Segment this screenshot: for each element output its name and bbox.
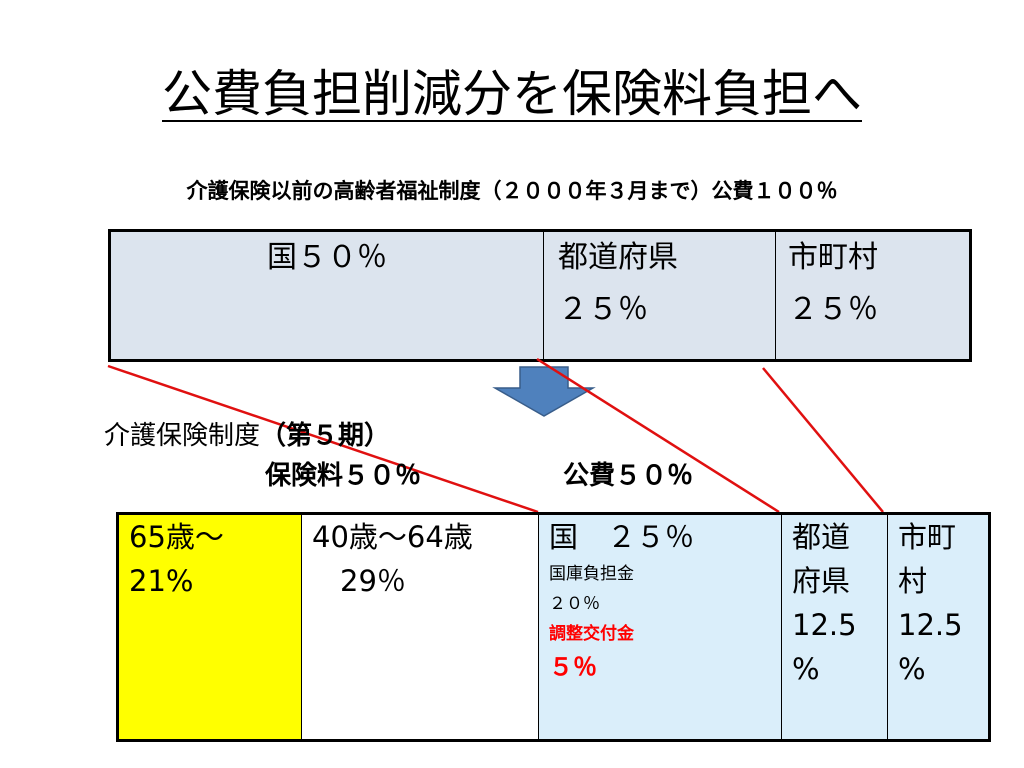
page-title: 公費負担削減分を保険料負担へ — [162, 65, 862, 123]
connector-line-national — [107, 364, 539, 514]
new-municipality-pct-sign: % — [898, 652, 926, 686]
old-national-label: 国５０％ — [267, 240, 387, 275]
new-municipality-cell: 市町 村 12.5 % — [887, 513, 990, 741]
new-system-period: （第５期） — [260, 421, 391, 451]
age40-label: 40歳～64歳 — [312, 520, 473, 554]
down-arrow-icon — [492, 366, 596, 417]
connector-line-municipality — [762, 367, 884, 513]
old-municipality-pct: ２５％ — [788, 292, 878, 327]
old-prefecture-name: 都道府県 — [558, 240, 678, 275]
new-system-heading: 介護保険制度（第５期） — [104, 420, 390, 452]
new-municipality-line2: 村 — [898, 564, 928, 598]
new-prefecture-line1: 都道 — [792, 520, 851, 554]
new-national-cell: 国 ２５％ 国庫負担金 ２０％ 調整交付金 ５％ — [538, 513, 782, 741]
old-municipality-name: 市町村 — [788, 240, 878, 275]
age65-label: 65歳～ — [129, 520, 224, 554]
new-system-label: 介護保険制度 — [104, 421, 261, 451]
old-system-table: 国５０％ 都道府県 ２５％ 市町村 ２５％ — [108, 229, 972, 362]
new-prefecture-pct-sign: % — [792, 652, 820, 686]
treasury-subsidy-pct: ２０％ — [549, 594, 600, 614]
new-prefecture-line2: 府県 — [792, 564, 851, 598]
old-prefecture-cell: 都道府県 ２５％ — [543, 230, 776, 361]
old-system-heading: 介護保険以前の高齢者福祉制度（２０００年３月まで）公費１００％ — [186, 179, 838, 203]
public-label: 公費５０％ — [563, 461, 694, 491]
adjustment-grant-label: 調整交付金 — [549, 624, 634, 644]
premium-label: 保険料５０％ — [265, 461, 422, 491]
new-municipality-pct: 12.5 — [898, 608, 963, 642]
age65-pct: 21% — [129, 564, 194, 598]
new-prefecture-pct: 12.5 — [792, 608, 857, 642]
age40-cell: 40歳～64歳 29％ — [301, 513, 539, 741]
old-prefecture-pct: ２５％ — [558, 292, 648, 327]
treasury-subsidy-label: 国庫負担金 — [549, 564, 634, 584]
age65-cell: 65歳～ 21% — [117, 513, 302, 741]
new-system-table: 65歳～ 21% 40歳～64歳 29％ 国 ２５％ 国庫負担金 ２０％ 調整交… — [116, 512, 991, 742]
old-national-cell: 国５０％ — [109, 230, 544, 361]
new-municipality-line1: 市町 — [898, 520, 957, 554]
new-national-label: 国 ２５％ — [549, 520, 695, 554]
adjustment-grant-pct: ５％ — [549, 653, 597, 681]
age40-pct: 29％ — [340, 564, 406, 598]
new-prefecture-cell: 都道 府県 12.5 % — [781, 513, 888, 741]
old-municipality-cell: 市町村 ２５％ — [775, 230, 971, 361]
connector-line-prefecture — [536, 357, 780, 514]
